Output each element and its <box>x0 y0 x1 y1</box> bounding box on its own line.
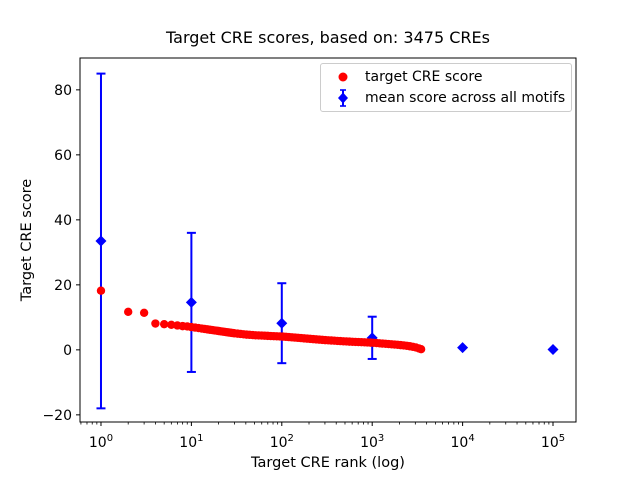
svg-text:103: 103 <box>360 433 384 451</box>
svg-text:20: 20 <box>54 278 72 294</box>
blue-errorbar-series <box>95 72 559 410</box>
red-scatter-series <box>96 286 426 354</box>
chart-title: Target CRE scores, based on: 3475 CREs <box>166 28 490 47</box>
svg-text:80: 80 <box>54 83 72 99</box>
svg-text:100: 100 <box>89 433 113 451</box>
svg-text:60: 60 <box>54 148 72 164</box>
svg-text:105: 105 <box>541 433 565 451</box>
legend-label: target CRE score <box>365 69 483 85</box>
svg-text:40: 40 <box>54 213 72 229</box>
y-axis-label: Target CRE score <box>19 178 35 302</box>
legend-item-target-cre-score: target CRE score <box>321 67 571 88</box>
legend: target CRE score mean score across all m… <box>320 63 572 112</box>
x-axis-minor-ticks <box>80 422 550 425</box>
x-axis-ticks: 100 101 102 103 104 105 <box>89 422 565 451</box>
x-axis-label: Target CRE rank (log) <box>251 455 405 471</box>
blue-diamond-errorbar-icon <box>321 88 365 108</box>
axes-frame <box>79 57 577 423</box>
svg-text:104: 104 <box>451 433 475 451</box>
svg-text:0: 0 <box>63 343 72 359</box>
legend-label: mean score across all motifs <box>365 90 566 106</box>
svg-text:101: 101 <box>179 433 203 451</box>
red-circle-icon <box>321 71 365 83</box>
legend-item-mean-score: mean score across all motifs <box>321 88 571 109</box>
svg-text:102: 102 <box>270 433 294 451</box>
y-axis-ticks: −20 0 20 40 60 80 <box>42 83 80 424</box>
svg-text:−20: −20 <box>42 408 72 424</box>
